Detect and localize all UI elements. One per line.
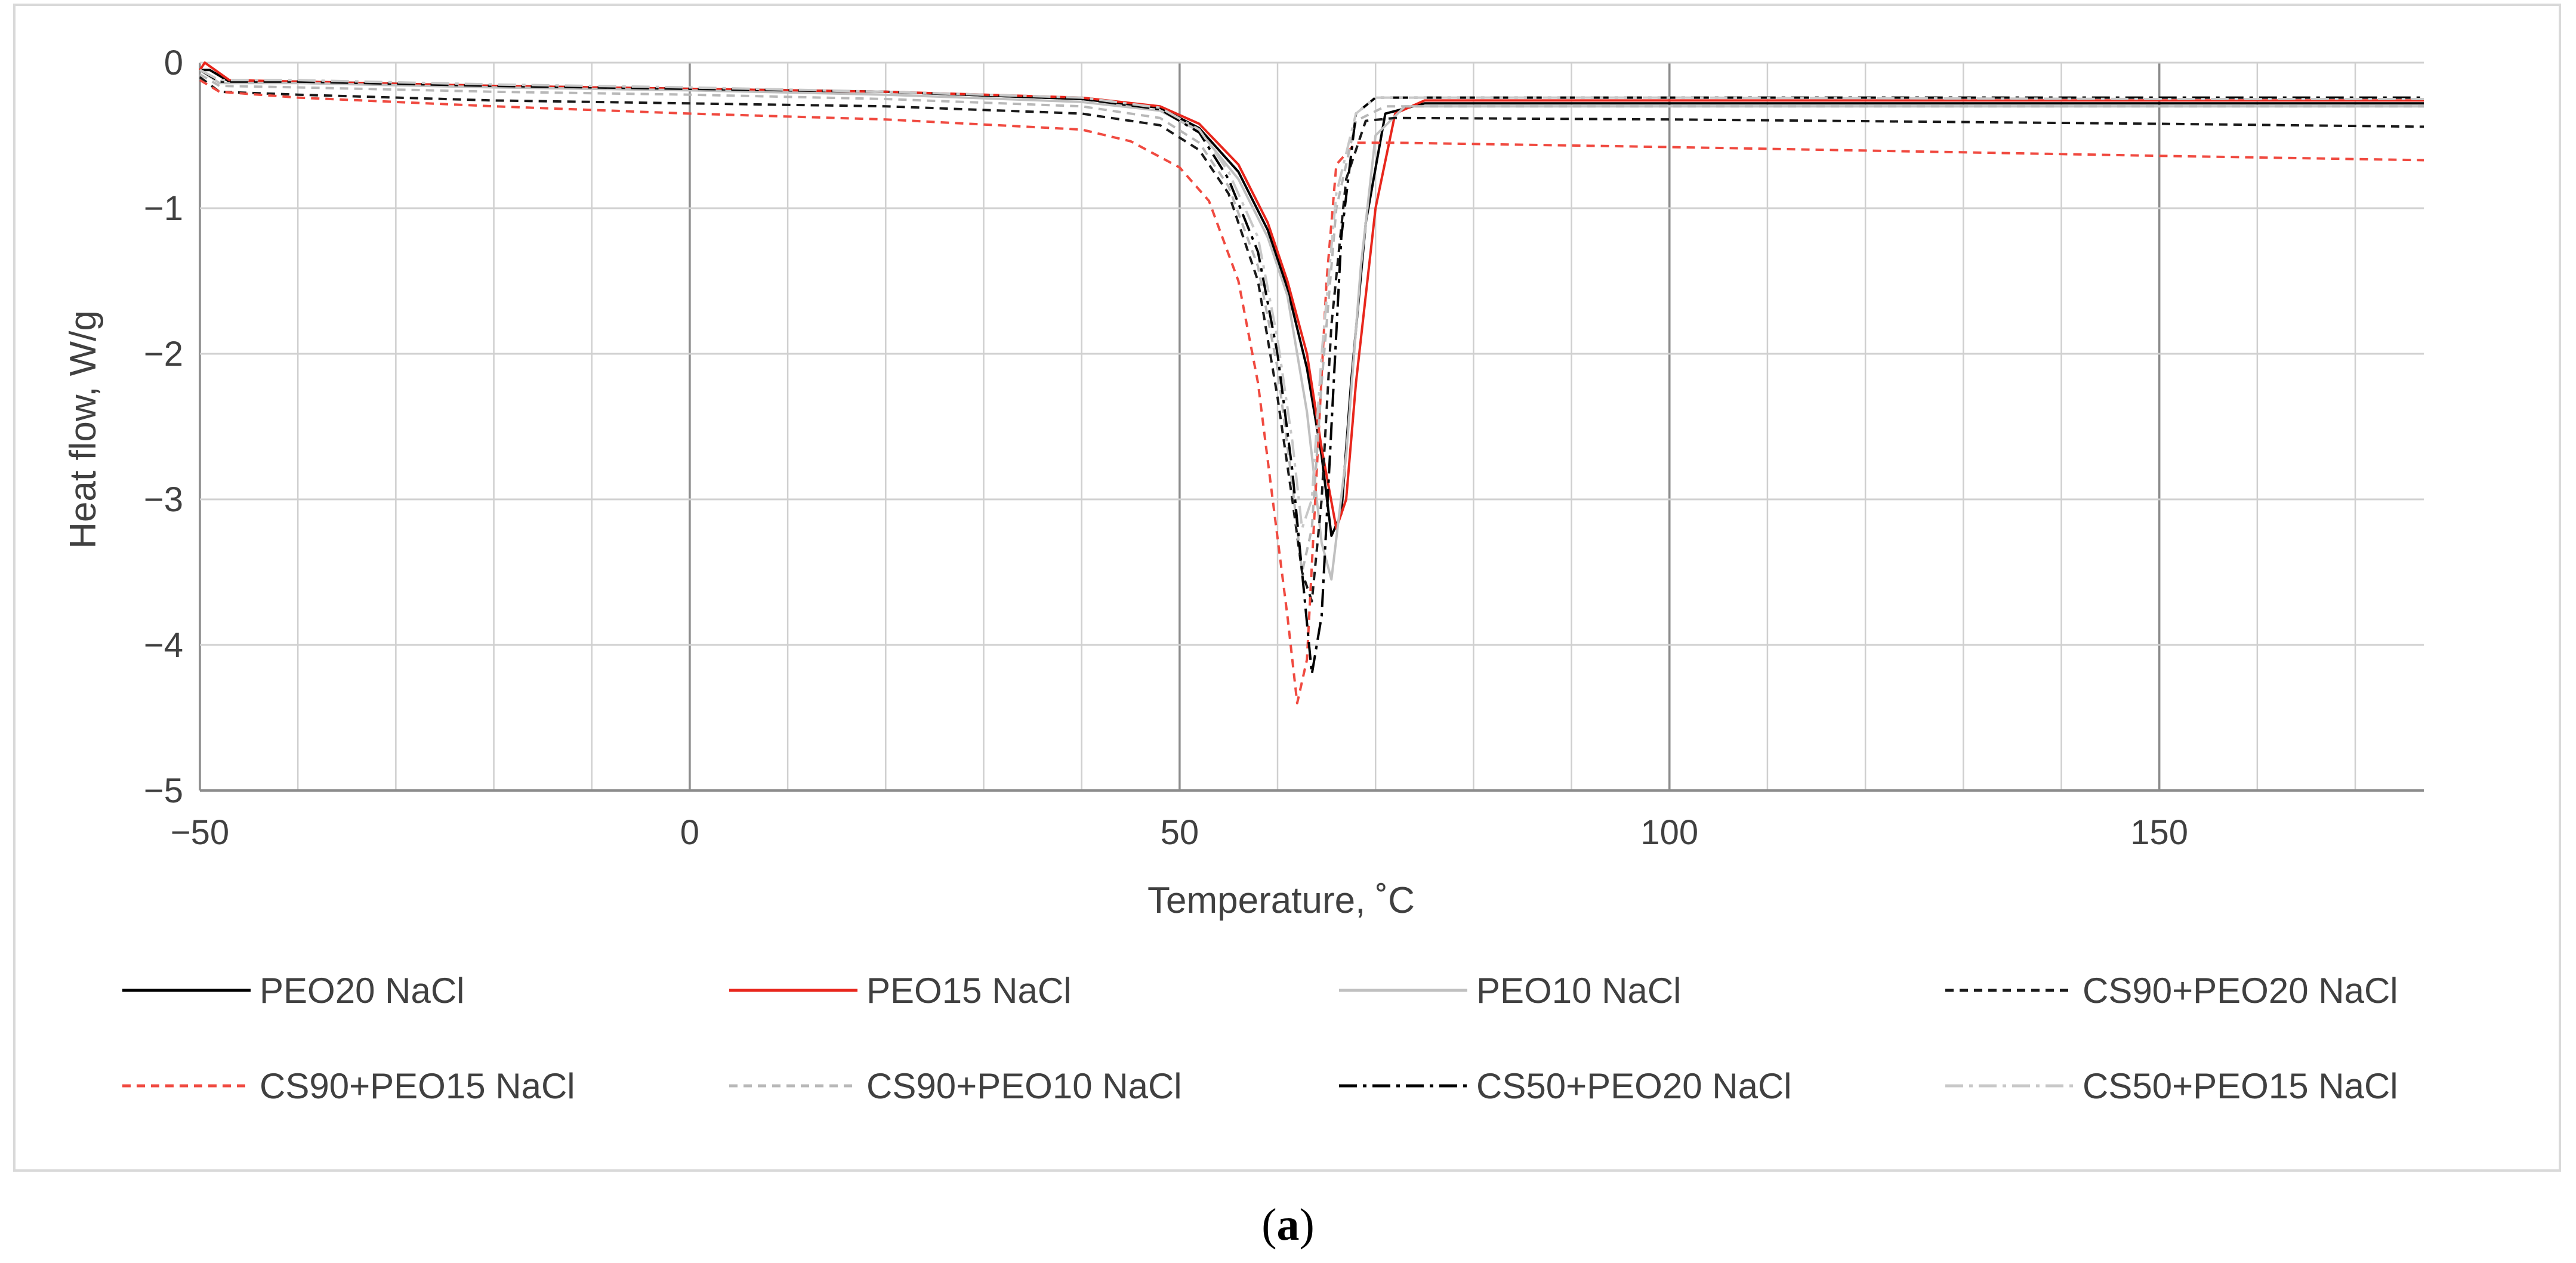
legend-layer: PEO20 NaCl PEO15 NaCl PEO10 NaCl CS90+PEO20…	[122, 971, 2398, 1106]
series-line	[199, 76, 2424, 603]
caption-open-paren: (	[1261, 1200, 1277, 1250]
legend-label: PEO20 NaCl	[260, 971, 464, 1011]
legend-label: CS50+PEO20 NaCl	[1476, 1066, 1792, 1106]
x-tick-label: −50	[171, 813, 229, 852]
series-layer	[199, 61, 2424, 705]
axis-layer: −50 0 50 100 150 0 −1 −2 −3 −4 −5	[144, 44, 2424, 852]
y-tick-label: −3	[144, 480, 183, 519]
y-tick-label: −5	[144, 771, 183, 810]
legend-label: CS90+PEO20 NaCl	[2083, 971, 2398, 1011]
legend-label: PEO15 NaCl	[866, 971, 1071, 1011]
y-tick-label: −1	[144, 189, 183, 228]
legend-label: CS90+PEO10 NaCl	[866, 1066, 1182, 1106]
grid-layer	[199, 61, 2424, 792]
caption-close-paren: )	[1299, 1200, 1315, 1250]
x-tick-label: 50	[1161, 813, 1199, 852]
legend-label: CS50+PEO15 NaCl	[2083, 1066, 2398, 1106]
series-line	[199, 73, 2424, 573]
series-line	[199, 79, 2424, 705]
y-axis-title: Heat flow, W/g	[63, 310, 104, 549]
y-tick-label: −2	[144, 335, 183, 373]
figure-caption: (a)	[0, 1199, 2576, 1251]
x-tick-label: 100	[1640, 813, 1698, 852]
series-line	[199, 69, 2424, 581]
legend-label: PEO10 NaCl	[1476, 971, 1681, 1011]
y-tick-label: 0	[164, 44, 183, 82]
y-tick-label: −4	[144, 626, 183, 665]
series-line	[199, 69, 2424, 530]
chart-frame	[13, 4, 2561, 1172]
x-tick-label: 150	[2130, 813, 2188, 852]
x-axis-title: Temperature, ˚C	[1147, 880, 1415, 921]
caption-letter: a	[1276, 1200, 1300, 1250]
chart-svg: −50 0 50 100 150 0 −1 −2 −3 −4 −5 PEO20 NaCl PEO15 …	[63, 44, 2424, 1106]
legend-label: CS90+PEO15 NaCl	[260, 1066, 575, 1106]
x-tick-label: 0	[680, 813, 699, 852]
